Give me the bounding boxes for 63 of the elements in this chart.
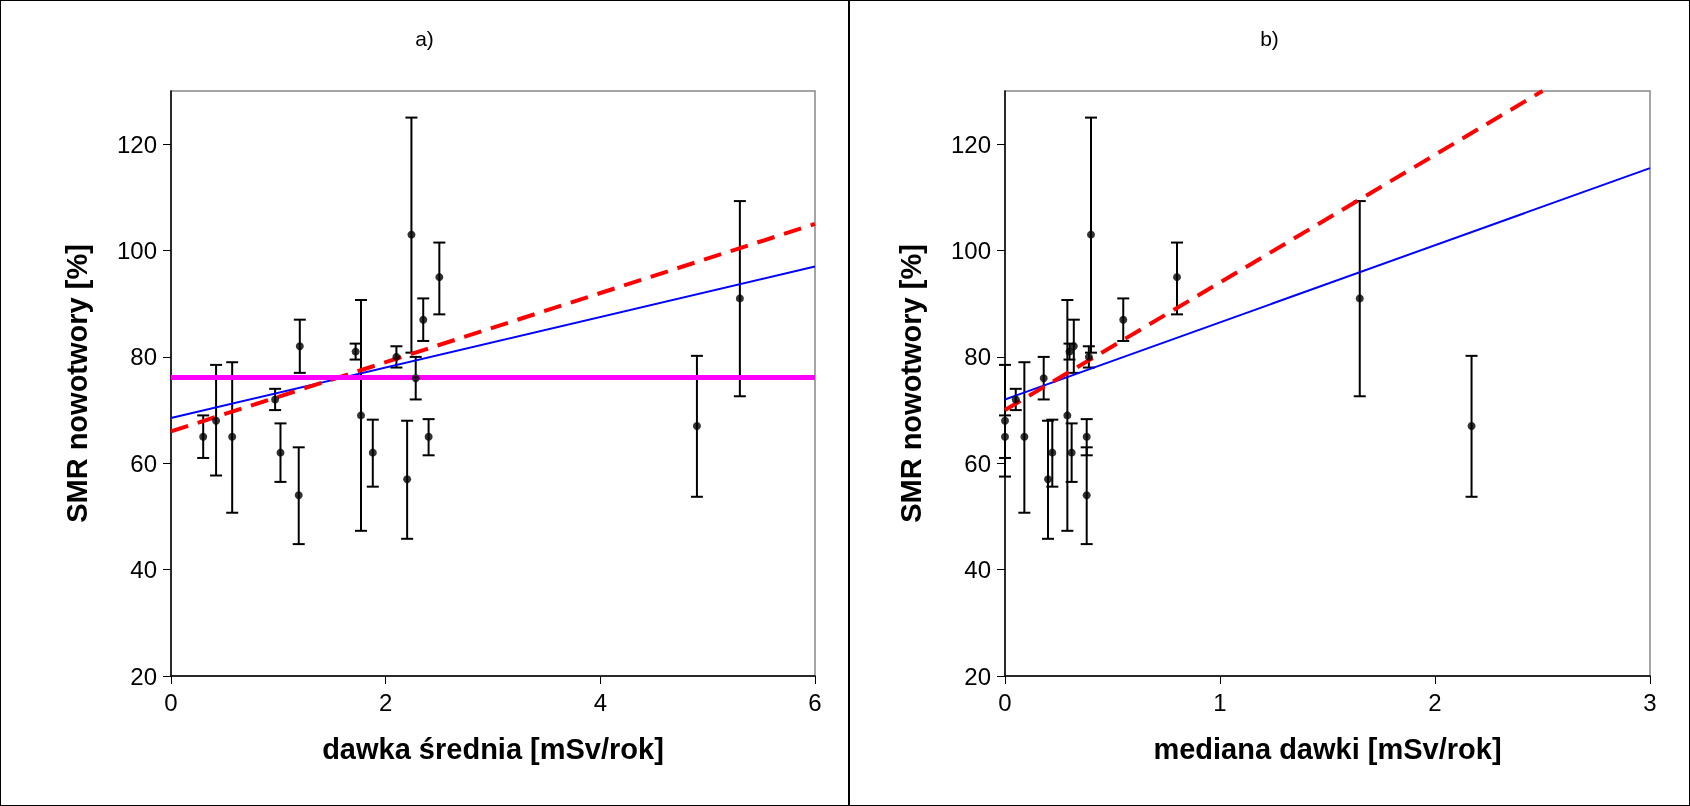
point bbox=[228, 432, 237, 441]
y-tick-label: 40 bbox=[964, 556, 991, 584]
point bbox=[407, 230, 416, 239]
y-tick-label: 60 bbox=[964, 449, 991, 477]
x-tick-label: 0 bbox=[998, 688, 1012, 716]
point bbox=[368, 448, 377, 457]
chart-title: b) bbox=[1260, 27, 1279, 50]
y-tick-label: 80 bbox=[130, 343, 157, 371]
y-tick-label: 120 bbox=[116, 130, 157, 158]
point bbox=[1082, 432, 1091, 441]
y-tick-label: 40 bbox=[130, 556, 157, 584]
point bbox=[1011, 395, 1020, 404]
x-tick-label: 2 bbox=[378, 688, 393, 716]
point bbox=[435, 273, 444, 282]
x-axis-title: dawka średnia [mSv/rok] bbox=[322, 732, 664, 765]
point bbox=[424, 432, 433, 441]
point bbox=[1001, 432, 1009, 441]
point bbox=[419, 315, 428, 324]
y-tick-label: 120 bbox=[950, 130, 991, 158]
x-tick-label: 4 bbox=[593, 688, 608, 716]
y-tick-label: 60 bbox=[130, 449, 157, 477]
point bbox=[1001, 416, 1009, 425]
point bbox=[735, 294, 744, 303]
point bbox=[1063, 411, 1072, 420]
y-axis-title: SMR nowotwory [%] bbox=[60, 244, 93, 523]
x-tick-label: 3 bbox=[1643, 688, 1657, 716]
y-tick-label: 20 bbox=[130, 662, 157, 690]
x-tick-label: 0 bbox=[164, 688, 178, 716]
point bbox=[1082, 491, 1091, 500]
point bbox=[411, 374, 420, 383]
y-axis-title: SMR nowotwory [%] bbox=[894, 244, 927, 523]
y-tick-label: 100 bbox=[950, 237, 991, 265]
point bbox=[1084, 352, 1093, 361]
point bbox=[1355, 294, 1364, 303]
point bbox=[351, 347, 360, 356]
point bbox=[1173, 273, 1181, 282]
point bbox=[295, 342, 304, 351]
point bbox=[1067, 448, 1076, 457]
point bbox=[1048, 448, 1057, 457]
point bbox=[403, 475, 412, 484]
point bbox=[1069, 342, 1078, 351]
point bbox=[392, 352, 401, 361]
chart-title: a) bbox=[415, 27, 434, 50]
x-tick-label: 1 bbox=[1213, 688, 1227, 716]
point bbox=[692, 422, 701, 431]
point bbox=[212, 416, 221, 425]
point bbox=[294, 491, 303, 500]
x-tick-label: 6 bbox=[808, 688, 822, 716]
point bbox=[1467, 422, 1476, 431]
point bbox=[1039, 374, 1048, 383]
x-axis-title: mediana dawki [mSv/rok] bbox=[1153, 732, 1502, 765]
point bbox=[1020, 432, 1029, 441]
point bbox=[1087, 230, 1095, 239]
y-tick-label: 20 bbox=[964, 662, 991, 690]
y-tick-label: 80 bbox=[964, 343, 991, 371]
point bbox=[356, 411, 365, 420]
point bbox=[276, 448, 285, 457]
point bbox=[1119, 315, 1128, 324]
x-tick-label: 2 bbox=[1428, 688, 1442, 716]
point bbox=[271, 395, 280, 404]
y-tick-label: 100 bbox=[116, 237, 157, 265]
point bbox=[1044, 475, 1052, 484]
point bbox=[199, 432, 208, 441]
